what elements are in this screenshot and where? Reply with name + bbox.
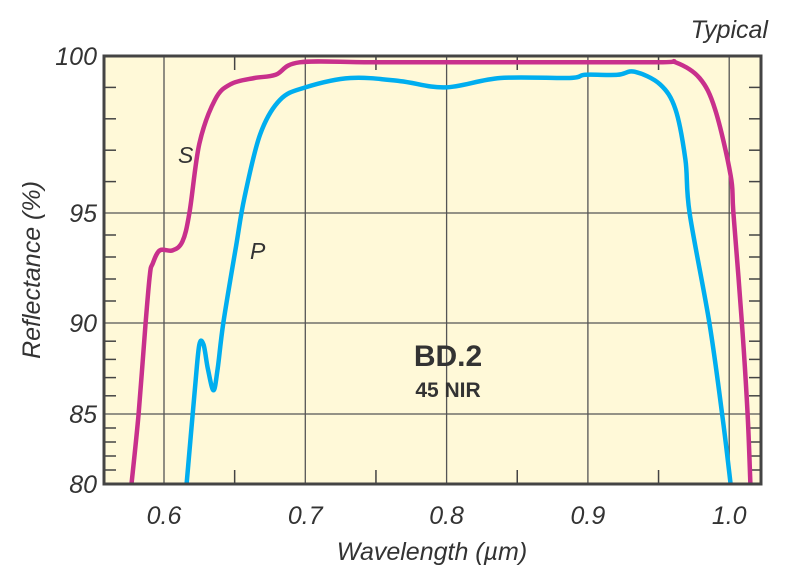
series-label-p: P <box>250 238 266 264</box>
chart-subtitle: 45 NIR <box>415 379 480 402</box>
series-group <box>129 58 753 485</box>
series-line-p <box>184 69 733 485</box>
y-tick-label: 95 <box>69 200 97 228</box>
x-tick-label: 1.0 <box>712 502 747 530</box>
y-tick-label: 80 <box>69 471 97 499</box>
plot-area <box>104 56 761 484</box>
y-axis-title: Reflectance (%) <box>18 181 46 359</box>
typical-note: Typical <box>691 16 770 44</box>
y-tick-label: 100 <box>55 43 97 71</box>
plot-frame <box>102 54 763 486</box>
y-tick-label: 90 <box>69 310 97 338</box>
chart-title: BD.2 <box>414 340 482 373</box>
series-label-s: S <box>178 142 194 168</box>
y-tick-labels: 80 85 90 95 100 <box>55 43 97 499</box>
x-tick-labels: 0.6 0.7 0.8 0.9 1.0 <box>147 502 747 530</box>
grid-lines <box>104 56 761 484</box>
y-tick-label: 85 <box>69 401 97 429</box>
x-tick-label: 0.9 <box>571 502 606 530</box>
x-tick-label: 0.6 <box>147 502 182 530</box>
x-tick-label: 0.8 <box>429 502 464 530</box>
series-line-s <box>129 58 753 485</box>
x-axis-title: Wavelength (µm) <box>337 538 527 566</box>
x-tick-label: 0.7 <box>288 502 324 530</box>
